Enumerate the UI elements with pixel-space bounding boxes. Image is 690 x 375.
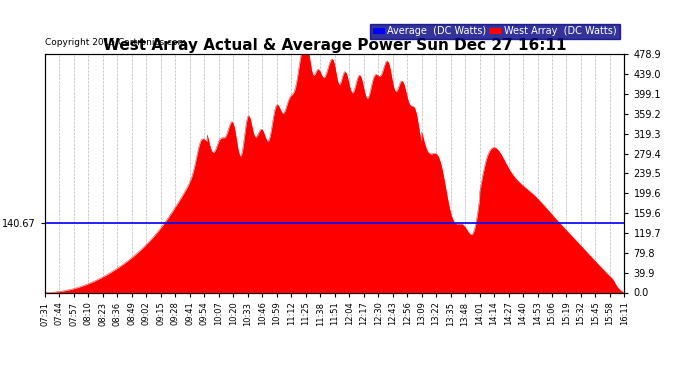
Text: Copyright 2015 Cartronics.com: Copyright 2015 Cartronics.com: [45, 38, 186, 47]
Title: West Array Actual & Average Power Sun Dec 27 16:11: West Array Actual & Average Power Sun De…: [103, 38, 566, 53]
Legend: Average  (DC Watts), West Array  (DC Watts): Average (DC Watts), West Array (DC Watts…: [370, 24, 620, 39]
